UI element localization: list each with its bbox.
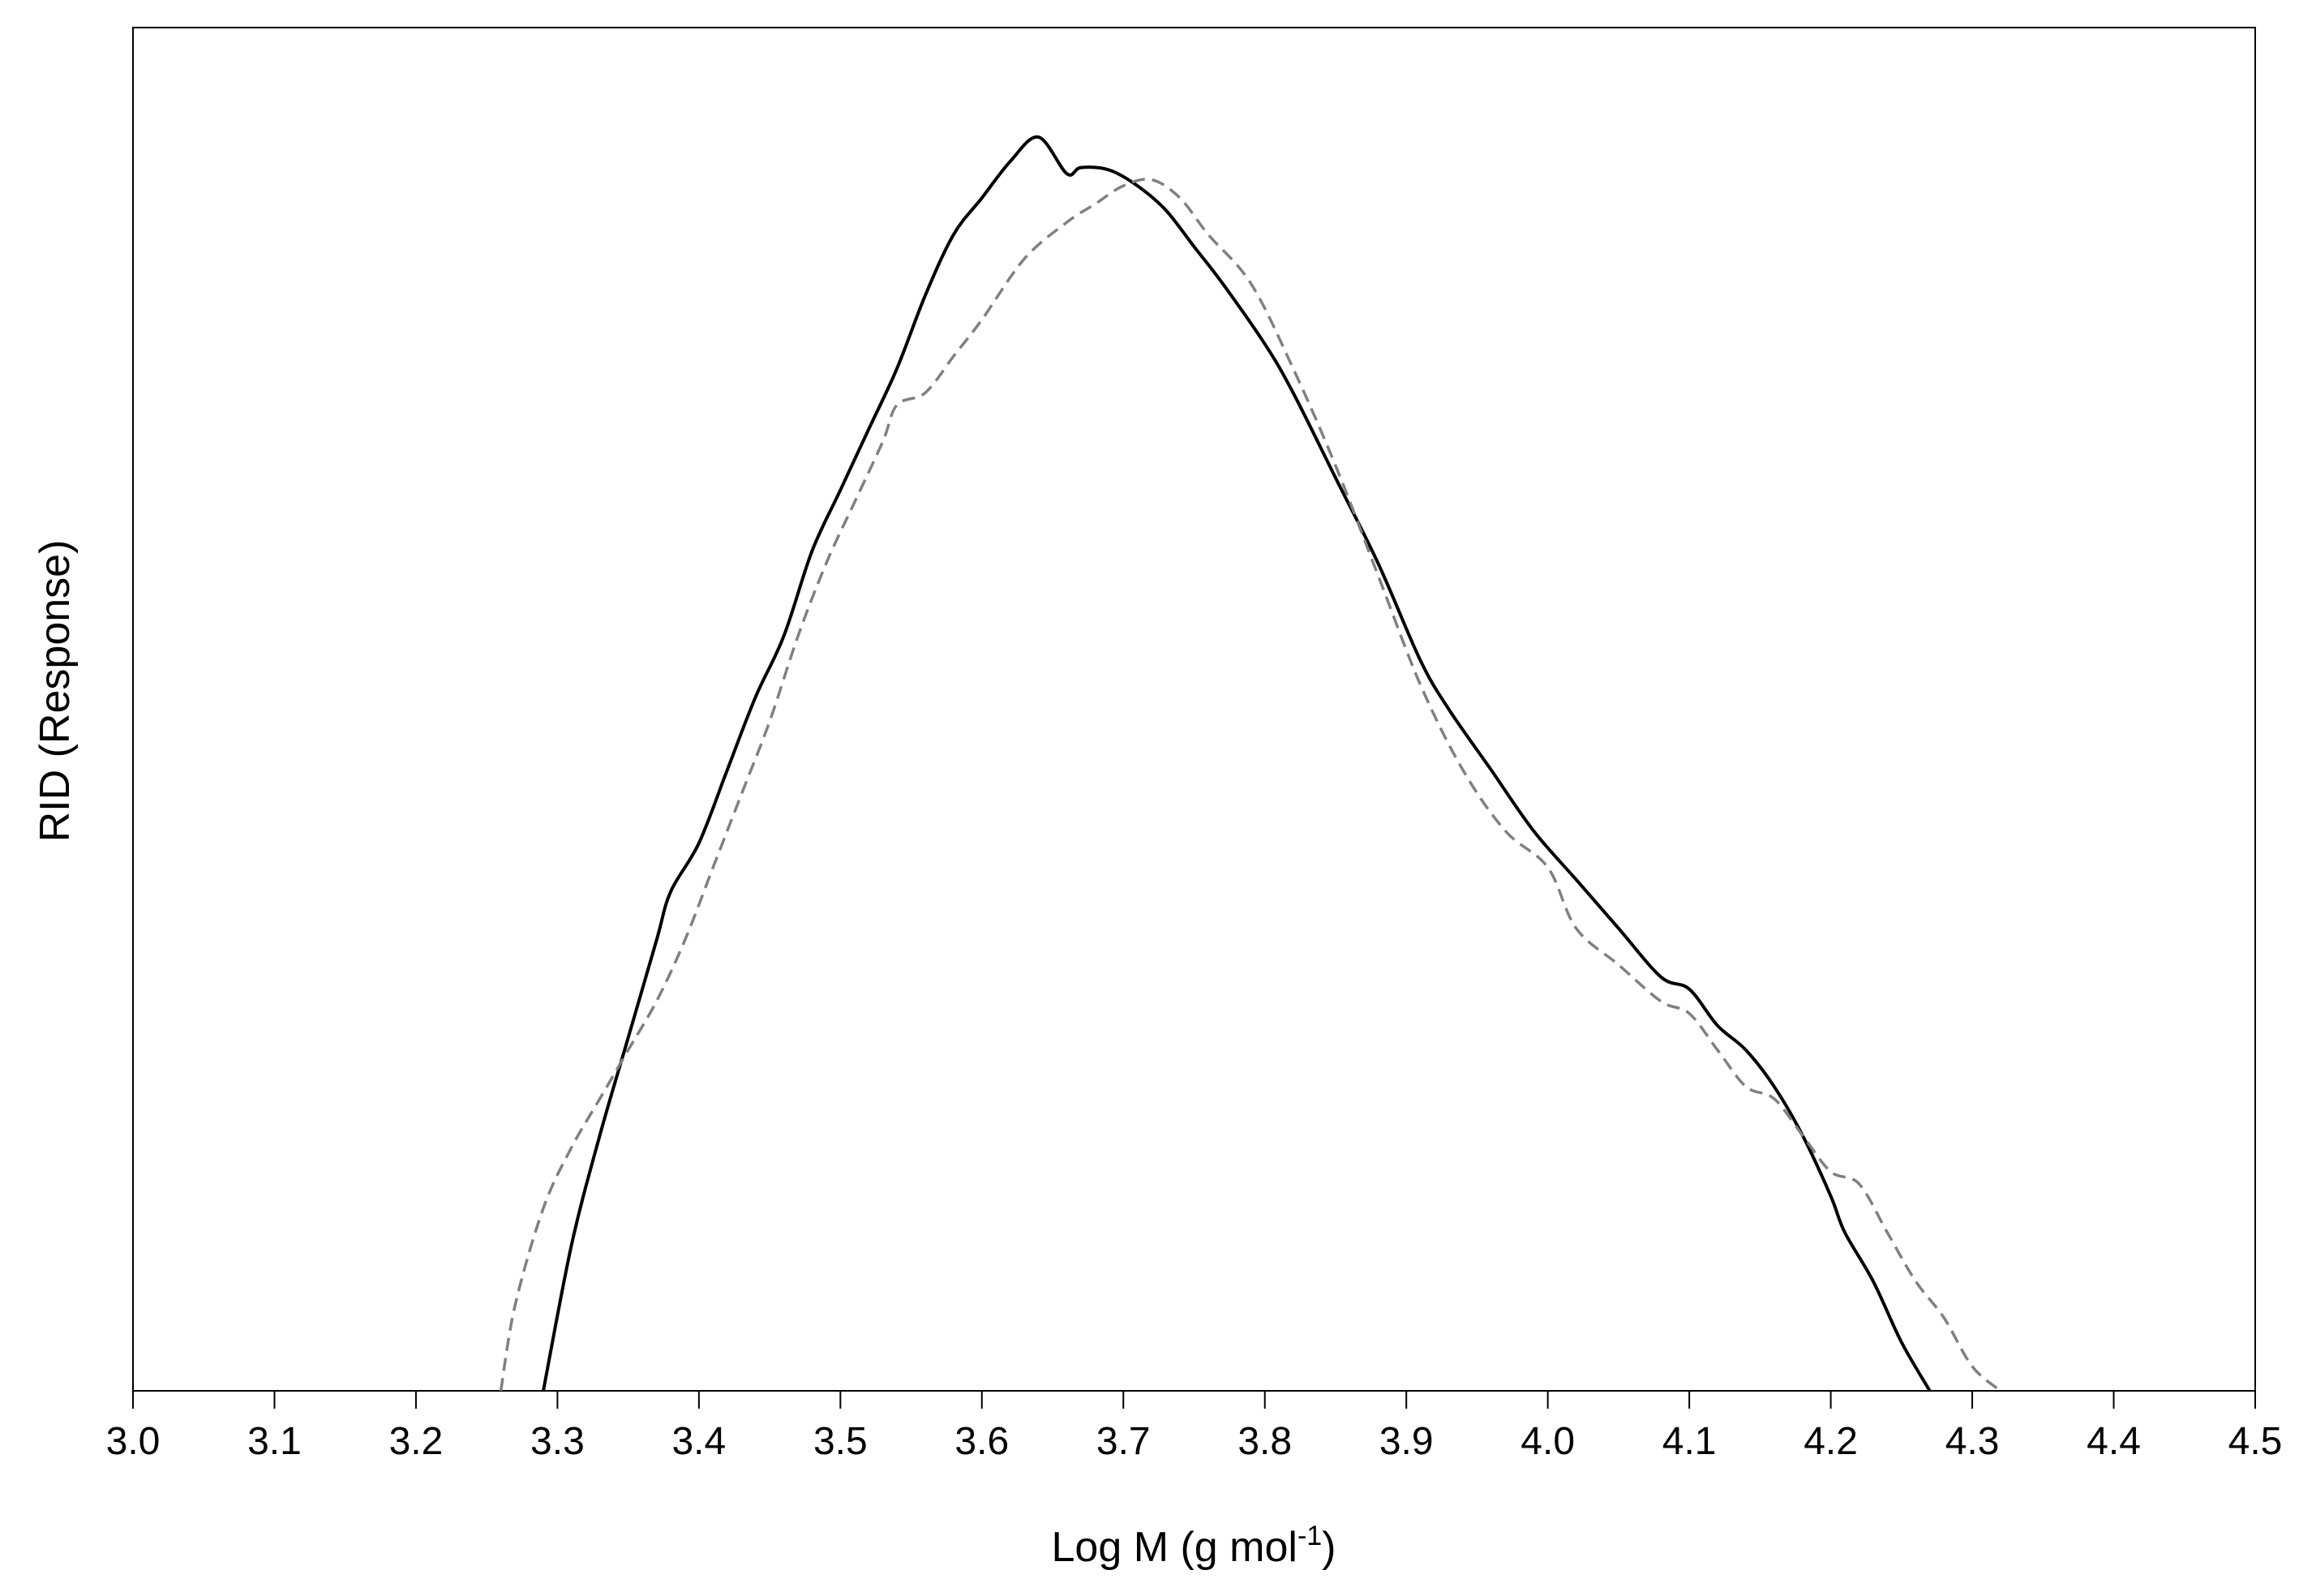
plot-frame: [132, 27, 2256, 1392]
x-tick-label: 3.5: [813, 1420, 868, 1463]
x-tick-label: 3.6: [954, 1420, 1009, 1463]
x-tick-label: 4.3: [1945, 1420, 2000, 1463]
x-tick-label: 3.8: [1237, 1420, 1292, 1463]
x-tick-label: 3.1: [247, 1420, 302, 1463]
x-tick-label: 3.9: [1379, 1420, 1434, 1463]
x-tick-label: 3.4: [671, 1420, 726, 1463]
series-line-solid: [542, 135, 1932, 1392]
x-tick-label: 4.5: [2228, 1420, 2283, 1463]
x-tick-label: 3.0: [106, 1420, 161, 1463]
x-tick-label: 4.1: [1662, 1420, 1717, 1463]
x-tick-label: 3.2: [389, 1420, 444, 1463]
y-axis-title: RID (Response): [32, 540, 79, 843]
x-axis-title: Log M (g mol-1): [1051, 1521, 1336, 1571]
x-tick-group: 3.0 3.1 3.2 3.3 3.4 3.5 3.6 3.7 3.8 3.9 4.0 4.1 4.2 4…: [106, 1391, 2283, 1463]
series-line-dashed: [499, 178, 2002, 1392]
series-layer: [499, 135, 2002, 1392]
x-tick-label: 3.7: [1096, 1420, 1151, 1463]
x-tick-label: 4.2: [1804, 1420, 1858, 1463]
x-tick-label: 4.0: [1521, 1420, 1575, 1463]
x-tick-label: 3.3: [530, 1420, 585, 1463]
x-tick-label: 4.4: [2087, 1420, 2141, 1463]
